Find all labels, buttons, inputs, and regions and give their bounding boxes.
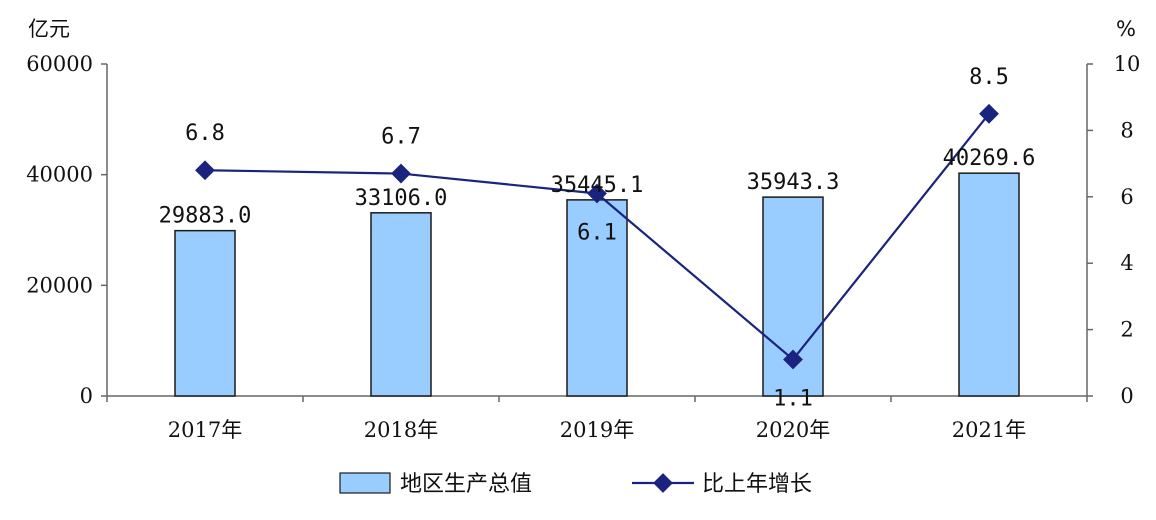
left-y-axis-unit: 亿元 <box>28 17 70 41</box>
legend-swatch-bar <box>339 472 391 494</box>
legend-swatch-marker <box>653 473 673 493</box>
line-data-labels: 6.8 6.7 6.1 1.1 8.5 <box>185 65 1009 412</box>
line-data-label: 1.1 <box>773 386 813 411</box>
right-y-tick-label: 2 <box>1120 318 1133 342</box>
bar-series <box>174 172 1020 397</box>
x-tick-label: 2019年 <box>560 418 634 442</box>
x-tick-label: 2020年 <box>756 418 830 442</box>
line-point-marker <box>391 163 411 184</box>
legend: 地区生产总值 比上年增长 <box>339 472 812 497</box>
legend-label-bar: 地区生产总值 <box>400 472 532 497</box>
bar <box>370 212 432 397</box>
line-point-marker <box>783 349 803 370</box>
right-y-ticks: 0 2 4 6 8 10 <box>1087 52 1140 408</box>
line-point-marker <box>195 160 215 181</box>
x-axis-ticks: 2017年 2018年 2019年 2020年 2021年 <box>106 396 1088 442</box>
left-y-tick-label: 40000 <box>26 163 93 187</box>
x-tick-label: 2017年 <box>168 418 242 442</box>
left-y-tick-label: 0 <box>80 384 93 408</box>
x-tick-label: 2021年 <box>952 418 1026 442</box>
right-y-axis-unit: % <box>1116 17 1136 41</box>
bar <box>566 199 628 397</box>
x-tick-label: 2018年 <box>364 418 438 442</box>
left-y-tick-label: 60000 <box>26 52 93 76</box>
right-y-tick-label: 6 <box>1120 185 1133 209</box>
bar <box>174 229 236 397</box>
right-y-tick-label: 8 <box>1120 118 1133 142</box>
bar-data-label: 29883.0 <box>159 204 252 229</box>
bar-data-label: 40269.6 <box>943 146 1036 171</box>
right-y-tick-label: 4 <box>1120 251 1133 275</box>
legend-label-line: 比上年增长 <box>702 472 812 497</box>
left-y-ticks: 0 20000 40000 60000 <box>26 52 107 408</box>
bar-data-label: 35445.1 <box>551 173 644 198</box>
bar-data-labels: 29883.0 33106.0 35445.1 35943.3 40269.6 <box>159 146 1036 228</box>
left-y-tick-label: 20000 <box>26 273 93 297</box>
line-data-label: 8.5 <box>969 65 1009 90</box>
line-data-label: 6.8 <box>185 121 225 146</box>
line-data-label: 6.1 <box>577 220 617 245</box>
bar <box>958 172 1020 397</box>
bar-data-label: 33106.0 <box>355 186 448 211</box>
right-y-tick-label: 10 <box>1114 52 1141 76</box>
line-data-label: 6.7 <box>381 125 421 150</box>
right-y-tick-label: 0 <box>1120 384 1133 408</box>
bar-data-label: 35943.3 <box>747 170 840 195</box>
